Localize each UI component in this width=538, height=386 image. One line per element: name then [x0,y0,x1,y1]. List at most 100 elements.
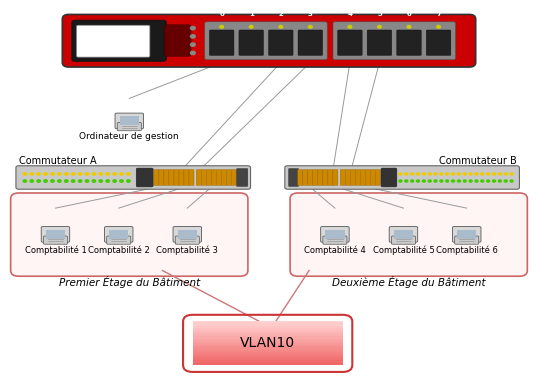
Bar [119,117,139,125]
Bar [193,339,343,341]
FancyBboxPatch shape [323,236,347,244]
Circle shape [493,180,495,182]
Circle shape [86,173,89,175]
Bar [178,230,197,239]
Circle shape [308,25,312,28]
Circle shape [510,173,513,175]
FancyBboxPatch shape [136,168,153,187]
FancyBboxPatch shape [222,169,226,185]
Circle shape [498,173,501,175]
Circle shape [457,180,461,182]
FancyBboxPatch shape [179,169,184,185]
Circle shape [410,173,414,175]
Bar [46,230,65,239]
Circle shape [405,180,408,182]
Circle shape [120,173,123,175]
Bar [193,330,343,332]
Circle shape [440,173,443,175]
Circle shape [416,180,420,182]
Text: Comptabilité 6: Comptabilité 6 [436,246,498,256]
Text: Comptabilité 3: Comptabilité 3 [157,246,218,256]
FancyBboxPatch shape [154,169,159,185]
Text: Commutateur A: Commutateur A [18,156,96,166]
Circle shape [481,180,484,182]
FancyBboxPatch shape [290,193,527,276]
FancyBboxPatch shape [333,22,456,60]
Circle shape [190,35,195,38]
FancyBboxPatch shape [216,169,222,185]
Circle shape [504,180,507,182]
Circle shape [44,180,47,182]
Text: 3: 3 [308,11,313,17]
FancyBboxPatch shape [389,227,417,242]
Circle shape [23,180,26,182]
Circle shape [498,180,501,182]
Circle shape [405,173,408,175]
Text: 6: 6 [407,11,412,17]
Text: 2: 2 [278,11,283,17]
Circle shape [58,173,61,175]
Circle shape [79,173,82,175]
Circle shape [487,180,490,182]
Circle shape [190,51,195,55]
Circle shape [92,180,96,182]
Circle shape [446,180,449,182]
FancyBboxPatch shape [205,22,327,60]
Circle shape [422,180,426,182]
FancyBboxPatch shape [288,168,299,186]
FancyBboxPatch shape [355,169,360,185]
Circle shape [399,180,402,182]
Circle shape [51,173,54,175]
FancyBboxPatch shape [313,169,318,185]
Bar [193,361,343,363]
Bar [193,343,343,345]
Bar [394,230,413,239]
FancyBboxPatch shape [298,169,303,185]
Circle shape [469,173,472,175]
Bar [193,345,343,348]
FancyBboxPatch shape [381,168,397,187]
FancyBboxPatch shape [365,169,370,185]
Bar [193,349,343,352]
FancyBboxPatch shape [237,168,248,186]
Circle shape [463,180,466,182]
Circle shape [348,25,352,28]
Circle shape [416,173,420,175]
Text: VLAN10: VLAN10 [240,336,295,350]
Circle shape [475,173,478,175]
Bar [193,323,343,326]
FancyBboxPatch shape [303,169,308,185]
FancyBboxPatch shape [173,227,202,242]
Circle shape [127,180,130,182]
FancyBboxPatch shape [159,169,164,185]
Bar [109,230,129,239]
FancyBboxPatch shape [455,236,479,244]
FancyBboxPatch shape [189,169,194,185]
FancyBboxPatch shape [397,30,421,56]
FancyBboxPatch shape [360,169,365,185]
Circle shape [44,173,47,175]
Text: Comptabilité 4: Comptabilité 4 [304,246,366,256]
Bar [193,334,343,337]
Circle shape [510,180,513,182]
Circle shape [428,173,431,175]
Bar [325,230,344,239]
Circle shape [279,25,282,28]
FancyBboxPatch shape [308,169,313,185]
FancyBboxPatch shape [165,25,191,56]
Text: 7: 7 [436,11,441,17]
Circle shape [51,180,54,182]
Circle shape [106,173,109,175]
FancyBboxPatch shape [41,227,70,242]
Circle shape [451,180,455,182]
Bar [193,321,343,324]
Circle shape [463,173,466,175]
FancyBboxPatch shape [207,169,211,185]
FancyBboxPatch shape [211,169,216,185]
Circle shape [504,173,507,175]
Circle shape [37,180,40,182]
Circle shape [30,180,33,182]
FancyBboxPatch shape [117,123,141,131]
Circle shape [451,173,455,175]
FancyBboxPatch shape [323,169,328,185]
